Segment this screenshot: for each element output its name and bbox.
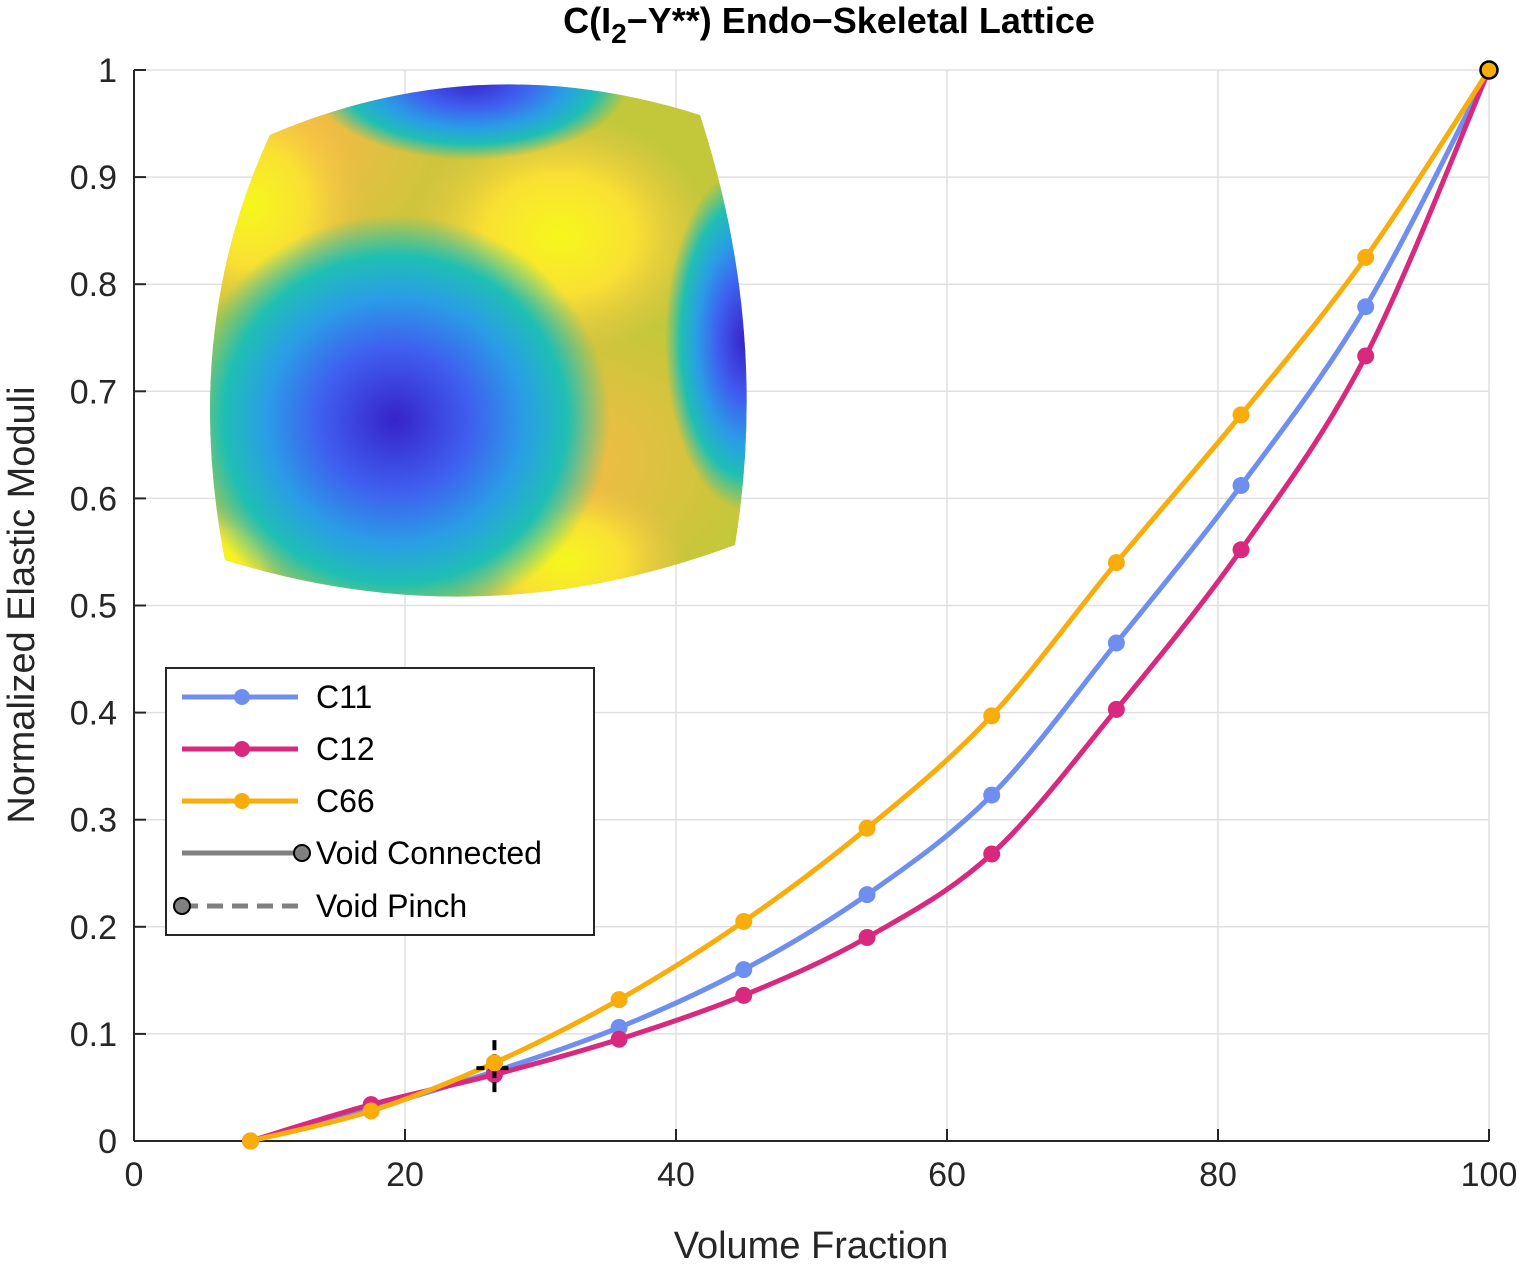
x-tick-label-2: 40 (657, 1156, 695, 1194)
y-tick-label-3: 0.3 (70, 802, 117, 840)
legend-marker-c12 (234, 741, 250, 757)
legend-item-c11: C11 (182, 679, 372, 715)
data-point-c11-7 (1107, 634, 1125, 652)
data-point-c12-6 (983, 845, 1001, 863)
x-axis-label: Volume Fraction (674, 1225, 949, 1264)
data-point-c12-8 (1232, 541, 1250, 559)
legend-marker-c11 (234, 689, 250, 705)
y-tick-label-5: 0.5 (70, 588, 117, 626)
legend-marker-void-pinch (173, 897, 191, 915)
data-point-c11-6 (983, 786, 1001, 804)
data-point-c12-4 (735, 986, 753, 1004)
void-connected-marker (1479, 60, 1499, 80)
void-pinch-marker (476, 1040, 513, 1097)
legend-label-c12: C12 (316, 731, 375, 767)
data-point-c12-7 (1107, 700, 1125, 718)
data-point-c12-3 (610, 1030, 628, 1048)
y-tick-label-8: 0.8 (70, 266, 117, 304)
legend-label-void-connected: Void Connected (316, 835, 542, 871)
legend-marker-void-connected (293, 844, 311, 862)
y-tick-label-0: 0 (98, 1123, 117, 1161)
data-point-c12-5 (858, 929, 876, 947)
y-tick-label-4: 0.4 (70, 695, 117, 733)
data-point-c66-8 (1232, 406, 1250, 424)
legend: C11 C12 C66 Void Connected Void Pinch (165, 667, 595, 936)
data-point-c66-0 (242, 1132, 260, 1150)
data-point-c66-3 (610, 991, 628, 1009)
data-point-c66-1 (362, 1102, 380, 1120)
x-tick-label-5: 100 (1461, 1156, 1518, 1194)
legend-label-c66: C66 (316, 783, 375, 819)
x-tick-label-0: 0 (125, 1156, 144, 1194)
legend-label-c11: C11 (316, 679, 372, 715)
void-pinch-marker-point (485, 1054, 503, 1072)
data-point-c66-7 (1107, 554, 1125, 572)
legend-item-c66: C66 (182, 783, 375, 819)
y-tick-label-6: 0.6 (70, 480, 117, 518)
legend-marker-c66 (234, 793, 250, 809)
data-point-c66-6 (983, 707, 1001, 725)
y-tick-label-10: 1 (98, 52, 117, 90)
series-line-c12 (249, 69, 1492, 1144)
data-point-c11-5 (858, 886, 876, 904)
legend-item-c12: C12 (182, 731, 375, 767)
x-tick-label-3: 60 (928, 1156, 966, 1194)
data-point-c66-5 (858, 819, 876, 837)
data-point-c11-8 (1232, 477, 1250, 495)
y-tick-label-9: 0.9 (70, 159, 117, 197)
y-axis-label: Normalized Elastic Moduli (1, 386, 43, 823)
x-tick-label-4: 80 (1199, 1156, 1237, 1194)
legend-label-void-pinch: Void Pinch (316, 888, 467, 924)
y-tick-label-7: 0.7 (70, 373, 117, 411)
data-point-c11-4 (735, 961, 753, 979)
y-tick-label-2: 0.2 (70, 909, 117, 947)
chart-title: C(I2−Y**) Endo−Skeletal Lattice (563, 0, 1095, 49)
y-tick-label-1: 0.1 (70, 1016, 117, 1054)
data-point-c11-9 (1357, 298, 1375, 316)
data-point-c11-3 (610, 1018, 628, 1036)
axis-ticks: 0 20 40 60 80 100 0 0.1 0.2 0.3 0.4 0.5 0.6 0.7 0.8 0.9… (70, 52, 1518, 1194)
legend-item-void-pinch: Void Pinch (173, 888, 467, 924)
data-point-c66-9 (1357, 248, 1375, 266)
elastic-surface-sphere-icon (210, 84, 747, 597)
legend-item-void-connected: Void Connected (182, 835, 542, 871)
data-point-c12-9 (1357, 347, 1375, 365)
x-tick-label-1: 20 (386, 1156, 424, 1194)
special-markers (476, 60, 1499, 1097)
data-point-c66-4 (735, 912, 753, 930)
